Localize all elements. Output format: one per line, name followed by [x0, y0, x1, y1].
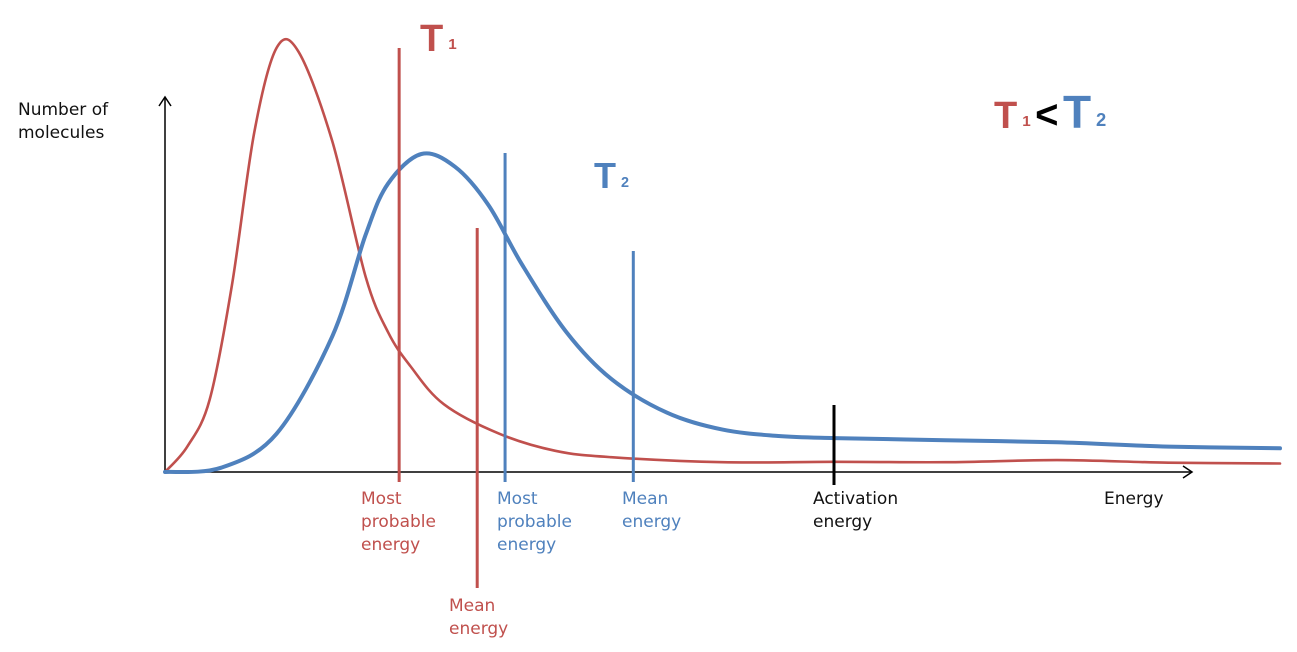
t1-mean-energy-label: Mean energy	[449, 596, 509, 639]
t2-mean-energy-label: Mean energy	[622, 489, 682, 532]
activation-energy-label: Activation energy	[813, 489, 899, 532]
x-axis-label: Energy	[1104, 489, 1164, 509]
x-axis-arrow	[1182, 465, 1194, 479]
y-axis-label: Number of molecules	[18, 100, 109, 143]
curve-t2	[163, 151, 1282, 475]
t2-most-probable-label: Most probable energy	[497, 489, 572, 555]
t1-most-probable-label: Most probable energy	[361, 489, 436, 555]
curve-t1	[163, 37, 1282, 474]
y-axis-arrow	[158, 95, 172, 107]
